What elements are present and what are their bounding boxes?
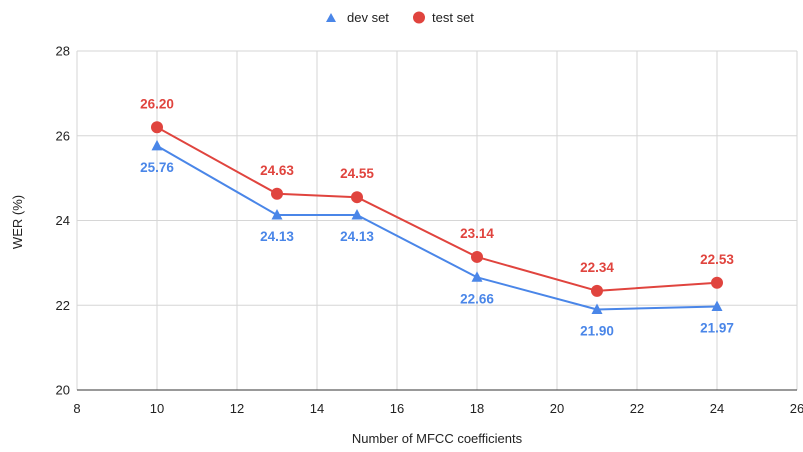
grid bbox=[76, 50, 798, 391]
data-point bbox=[591, 284, 603, 297]
legend-item-test-set: test set bbox=[413, 10, 474, 25]
x-tick-label: 18 bbox=[470, 401, 484, 416]
data-label: 22.66 bbox=[460, 291, 494, 306]
data-point bbox=[271, 208, 283, 220]
y-tick-label: 24 bbox=[56, 213, 70, 228]
data-point bbox=[351, 208, 363, 220]
data-label: 21.90 bbox=[580, 323, 614, 338]
data-point bbox=[351, 191, 363, 204]
x-tick-label: 20 bbox=[550, 401, 564, 416]
x-tick-label: 24 bbox=[710, 401, 724, 416]
y-tick-label: 20 bbox=[56, 383, 70, 398]
x-tick-label: 10 bbox=[150, 401, 164, 416]
y-tick-label: 28 bbox=[56, 44, 70, 59]
legend-item-dev-set: dev set bbox=[326, 10, 389, 25]
data-point bbox=[471, 271, 483, 282]
data-label: 24.63 bbox=[260, 163, 294, 178]
data-point bbox=[151, 121, 163, 134]
y-tick-label: 26 bbox=[56, 128, 70, 143]
series-test-set bbox=[151, 121, 723, 297]
data-label: 22.34 bbox=[580, 260, 614, 275]
data-point bbox=[471, 250, 483, 263]
tick-labels: 8 10 12 14 16 18 20 22 24 26 20 22 24 26 28 bbox=[56, 44, 803, 417]
x-tick-label: 22 bbox=[630, 401, 644, 416]
data-labels: 25.76 24.13 24.13 22.66 21.90 21.97 26.20 24.63… bbox=[140, 96, 734, 338]
data-label: 24.13 bbox=[260, 229, 294, 244]
y-tick-label: 22 bbox=[56, 298, 70, 313]
series bbox=[151, 121, 723, 314]
data-label: 24.55 bbox=[340, 166, 374, 181]
triangle-marker-icon bbox=[326, 13, 336, 22]
data-point bbox=[711, 300, 723, 312]
data-point bbox=[591, 303, 603, 314]
data-point bbox=[271, 187, 283, 200]
data-label: 21.97 bbox=[700, 321, 734, 336]
series-dev-set bbox=[151, 139, 723, 314]
x-tick-label: 12 bbox=[230, 401, 244, 416]
x-tick-label: 26 bbox=[790, 401, 803, 416]
legend-label: test set bbox=[432, 10, 474, 25]
x-tick-label: 16 bbox=[390, 401, 404, 416]
series-line bbox=[156, 126, 718, 292]
legend-label: dev set bbox=[347, 10, 389, 25]
y-axis-title: WER (%) bbox=[10, 195, 25, 249]
legend: dev set test set bbox=[326, 10, 474, 25]
series-line bbox=[156, 145, 718, 311]
data-label: 22.53 bbox=[700, 252, 734, 267]
circle-marker-icon bbox=[413, 11, 425, 24]
data-label: 23.14 bbox=[460, 226, 494, 241]
data-label: 24.13 bbox=[340, 229, 374, 244]
data-label: 26.20 bbox=[140, 96, 174, 111]
data-point bbox=[151, 139, 163, 151]
x-tick-label: 14 bbox=[310, 401, 324, 416]
x-tick-label: 8 bbox=[73, 401, 80, 416]
x-axis-title: Number of MFCC coefficients bbox=[352, 431, 523, 446]
data-label: 25.76 bbox=[140, 160, 174, 175]
data-point bbox=[711, 276, 723, 289]
